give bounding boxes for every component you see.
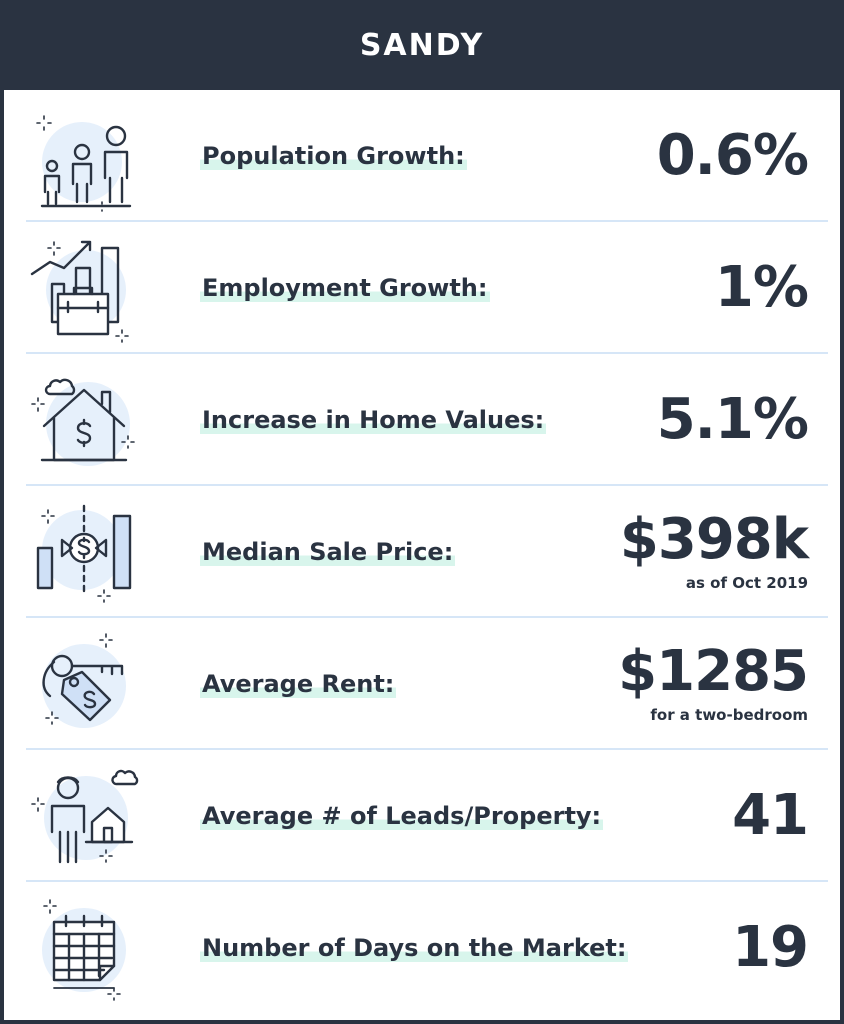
stat-row-leads-per-property: Average # of Leads/Property: 41 [4, 750, 840, 882]
stat-value: $1285 [618, 639, 809, 704]
divider [26, 616, 828, 618]
stat-value-block: 19 [732, 882, 809, 1014]
stats-panel: Population Growth: 0.6% [4, 90, 840, 1020]
stat-row-population-growth: Population Growth: 0.6% [4, 90, 840, 222]
stat-label: Average Rent: [200, 670, 397, 698]
stat-label: Average # of Leads/Property: [200, 802, 604, 830]
stat-row-home-values: Increase in Home Values: 5.1% [4, 354, 840, 486]
stat-note: as of Oct 2019 [685, 574, 808, 592]
stat-row-employment-growth: Employment Growth: 1% [4, 222, 840, 354]
divider [26, 484, 828, 486]
stat-value: $398k [619, 507, 809, 572]
stat-row-average-rent: Average Rent: $1285 for a two-bedroom [4, 618, 840, 750]
divider [26, 880, 828, 882]
stat-value-block: 1% [714, 222, 809, 354]
briefcase-chart-icon [24, 232, 144, 344]
stat-value-block: $398k as of Oct 2019 [619, 486, 809, 618]
stat-label: Number of Days on the Market: [200, 934, 629, 962]
calendar-icon [24, 892, 144, 1004]
stat-value: 5.1% [656, 387, 809, 452]
stat-value: 0.6% [656, 123, 809, 188]
stat-label: Median Sale Price: [200, 538, 456, 566]
person-house-icon [24, 760, 144, 872]
stat-value-block: 5.1% [656, 354, 809, 486]
stat-label: Increase in Home Values: [200, 406, 547, 434]
key-tag-icon [24, 628, 144, 740]
house-dollar-icon [24, 364, 144, 476]
stat-value-block: $1285 for a two-bedroom [618, 618, 809, 750]
divider [26, 220, 828, 222]
people-icon [24, 100, 144, 212]
stat-note: for a two-bedroom [650, 706, 808, 724]
price-exchange-icon [24, 496, 144, 608]
divider [26, 748, 828, 750]
stat-value-block: 41 [732, 750, 809, 882]
stat-value-block: 0.6% [656, 90, 809, 222]
stat-row-days-on-market: Number of Days on the Market: 19 [4, 882, 840, 1014]
stat-label: Population Growth: [200, 142, 467, 170]
stat-value: 19 [732, 915, 809, 980]
header: SANDY [0, 0, 844, 90]
stat-value: 41 [732, 783, 809, 848]
divider [26, 352, 828, 354]
stat-value: 1% [714, 255, 809, 320]
city-title: SANDY [359, 27, 485, 63]
stat-label: Employment Growth: [200, 274, 490, 302]
stat-row-median-sale-price: Median Sale Price: $398k as of Oct 2019 [4, 486, 840, 618]
